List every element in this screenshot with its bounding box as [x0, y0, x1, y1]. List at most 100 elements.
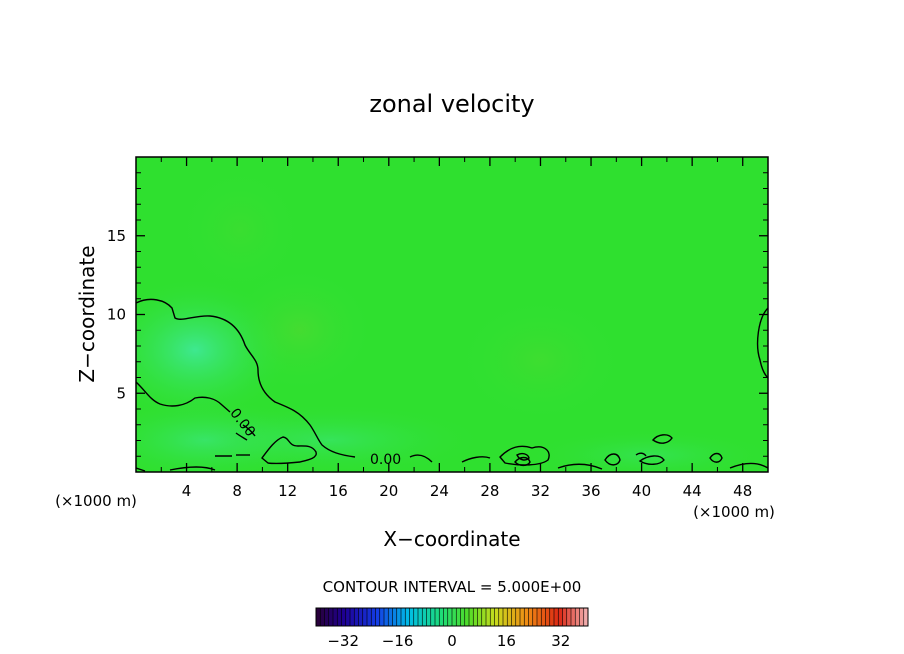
colorbar-swatch	[316, 608, 321, 626]
colorbar-swatch	[333, 608, 338, 626]
y-axis: 5 10 15	[107, 172, 768, 457]
y-tick-label: 15	[107, 227, 126, 245]
x-tick-label: 20	[379, 482, 398, 500]
colorbar-swatch	[388, 608, 393, 626]
x-axis: 4 8 12 16 20 24 28 32 36 40 44 48	[160, 157, 752, 500]
colorbar-swatch	[498, 608, 504, 626]
colorbar-swatch	[511, 608, 517, 626]
x-tick-label: 36	[581, 482, 600, 500]
colorbar-swatch	[481, 608, 487, 626]
colorbar-frame	[315, 607, 589, 627]
colorbar-swatch	[579, 608, 585, 626]
colorbar-swatch	[494, 608, 500, 626]
colorbar-swatch	[545, 608, 551, 626]
colorbar-tick-label: 16	[497, 632, 516, 650]
colorbar-swatch	[435, 608, 440, 626]
colorbar-swatch	[452, 608, 457, 626]
x-tick-label: 32	[531, 482, 550, 500]
contour-upper-left	[136, 298, 356, 458]
colorbar-swatch	[575, 608, 580, 626]
x-tick-label: 4	[182, 482, 192, 500]
x-tick-label: 8	[232, 482, 242, 500]
x-tick-label: 40	[632, 482, 651, 500]
colorbar-swatch	[392, 608, 398, 626]
colorbar-swatch	[350, 608, 355, 626]
x-unit-right: (×1000 m)	[693, 503, 775, 521]
colorbar-swatch	[507, 608, 512, 626]
colorbar-swatch	[503, 608, 508, 626]
colorbar-swatch	[345, 608, 351, 626]
colorbar-tick-label: −16	[382, 632, 414, 650]
colorbar-swatch	[464, 608, 470, 626]
x-axis-label: X−coordinate	[383, 527, 520, 551]
colorbar-swatch	[362, 608, 368, 626]
contour-lower-left	[136, 381, 231, 413]
colorbar-swatch	[354, 608, 359, 626]
colorbar-swatch	[405, 608, 410, 626]
colorbar-swatch	[528, 608, 534, 626]
colorbar-swatch	[571, 608, 576, 626]
zero-contours	[136, 298, 768, 472]
x-tick-label: 12	[278, 482, 297, 500]
colorbar-swatch	[367, 608, 372, 626]
colorbar-swatch	[439, 608, 444, 626]
colorbar-swatch	[324, 608, 330, 626]
colorbar-swatch	[422, 608, 427, 626]
colorbar-swatch	[358, 608, 364, 626]
x-tick-label: 44	[683, 482, 702, 500]
colorbar-swatch	[384, 608, 389, 626]
colorbar-swatch	[460, 608, 466, 626]
colorbar-tick-label: −32	[327, 632, 359, 650]
x-tick-label: 48	[733, 482, 752, 500]
colorbar-ticks: −32 −16 0 16 32	[327, 632, 570, 650]
x-unit-left: (×1000 m)	[55, 492, 137, 510]
y-tick-label: 5	[116, 384, 126, 402]
colorbar-swatch	[443, 608, 449, 626]
colorbar-swatch	[490, 608, 495, 626]
colorbar-swatch	[379, 608, 385, 626]
colorbar-swatch	[532, 608, 538, 626]
colorbar-tick-label: 32	[551, 632, 570, 650]
colorbar-swatch	[320, 608, 325, 626]
colorbar-swatch	[328, 608, 334, 626]
colorbar-swatch	[371, 608, 376, 626]
colorbar-swatch	[554, 608, 559, 626]
colorbar-swatch	[426, 608, 432, 626]
y-axis-label: Z−coordinate	[75, 245, 99, 382]
colorbar-swatch	[396, 608, 402, 626]
colorbar-tick-label: 0	[447, 632, 457, 650]
colorbar-swatch	[473, 608, 478, 626]
x-tick-label: 16	[329, 482, 348, 500]
colorbar-swatch	[409, 608, 415, 626]
velocity-field: 0.00 0.00	[136, 157, 768, 472]
colorbar-swatch	[537, 608, 542, 626]
colorbar-swatch	[566, 608, 572, 626]
colorbar	[315, 607, 589, 627]
colorbar-swatch	[401, 608, 406, 626]
colorbar-swatch	[558, 608, 563, 626]
x-tick-label: 28	[480, 482, 499, 500]
colorbar-swatch	[413, 608, 419, 626]
contour-label-bottom: 0.00	[370, 452, 401, 468]
colorbar-swatch	[541, 608, 546, 626]
colorbar-swatch	[524, 608, 529, 626]
colorbar-swatch	[583, 608, 589, 626]
chart-title: zonal velocity	[369, 90, 534, 118]
colorbar-swatch	[337, 608, 342, 626]
colorbar-swatch	[447, 608, 453, 626]
x-tick-label: 24	[430, 482, 449, 500]
y-tick-label: 10	[107, 306, 126, 324]
colorbar-swatch	[520, 608, 525, 626]
colorbar-swatch	[456, 608, 461, 626]
colorbar-swatch	[562, 608, 568, 626]
contour-lowest	[261, 436, 317, 465]
colorbar-swatch	[341, 608, 347, 626]
contour-interval-text: CONTOUR INTERVAL = 5.000E+00	[323, 578, 582, 596]
colorbar-swatch	[430, 608, 436, 626]
colorbar-swatch	[515, 608, 521, 626]
colorbar-swatch	[549, 608, 555, 626]
colorbar-swatch	[375, 608, 381, 626]
colorbar-swatch	[486, 608, 491, 626]
colorbar-swatch	[418, 608, 423, 626]
